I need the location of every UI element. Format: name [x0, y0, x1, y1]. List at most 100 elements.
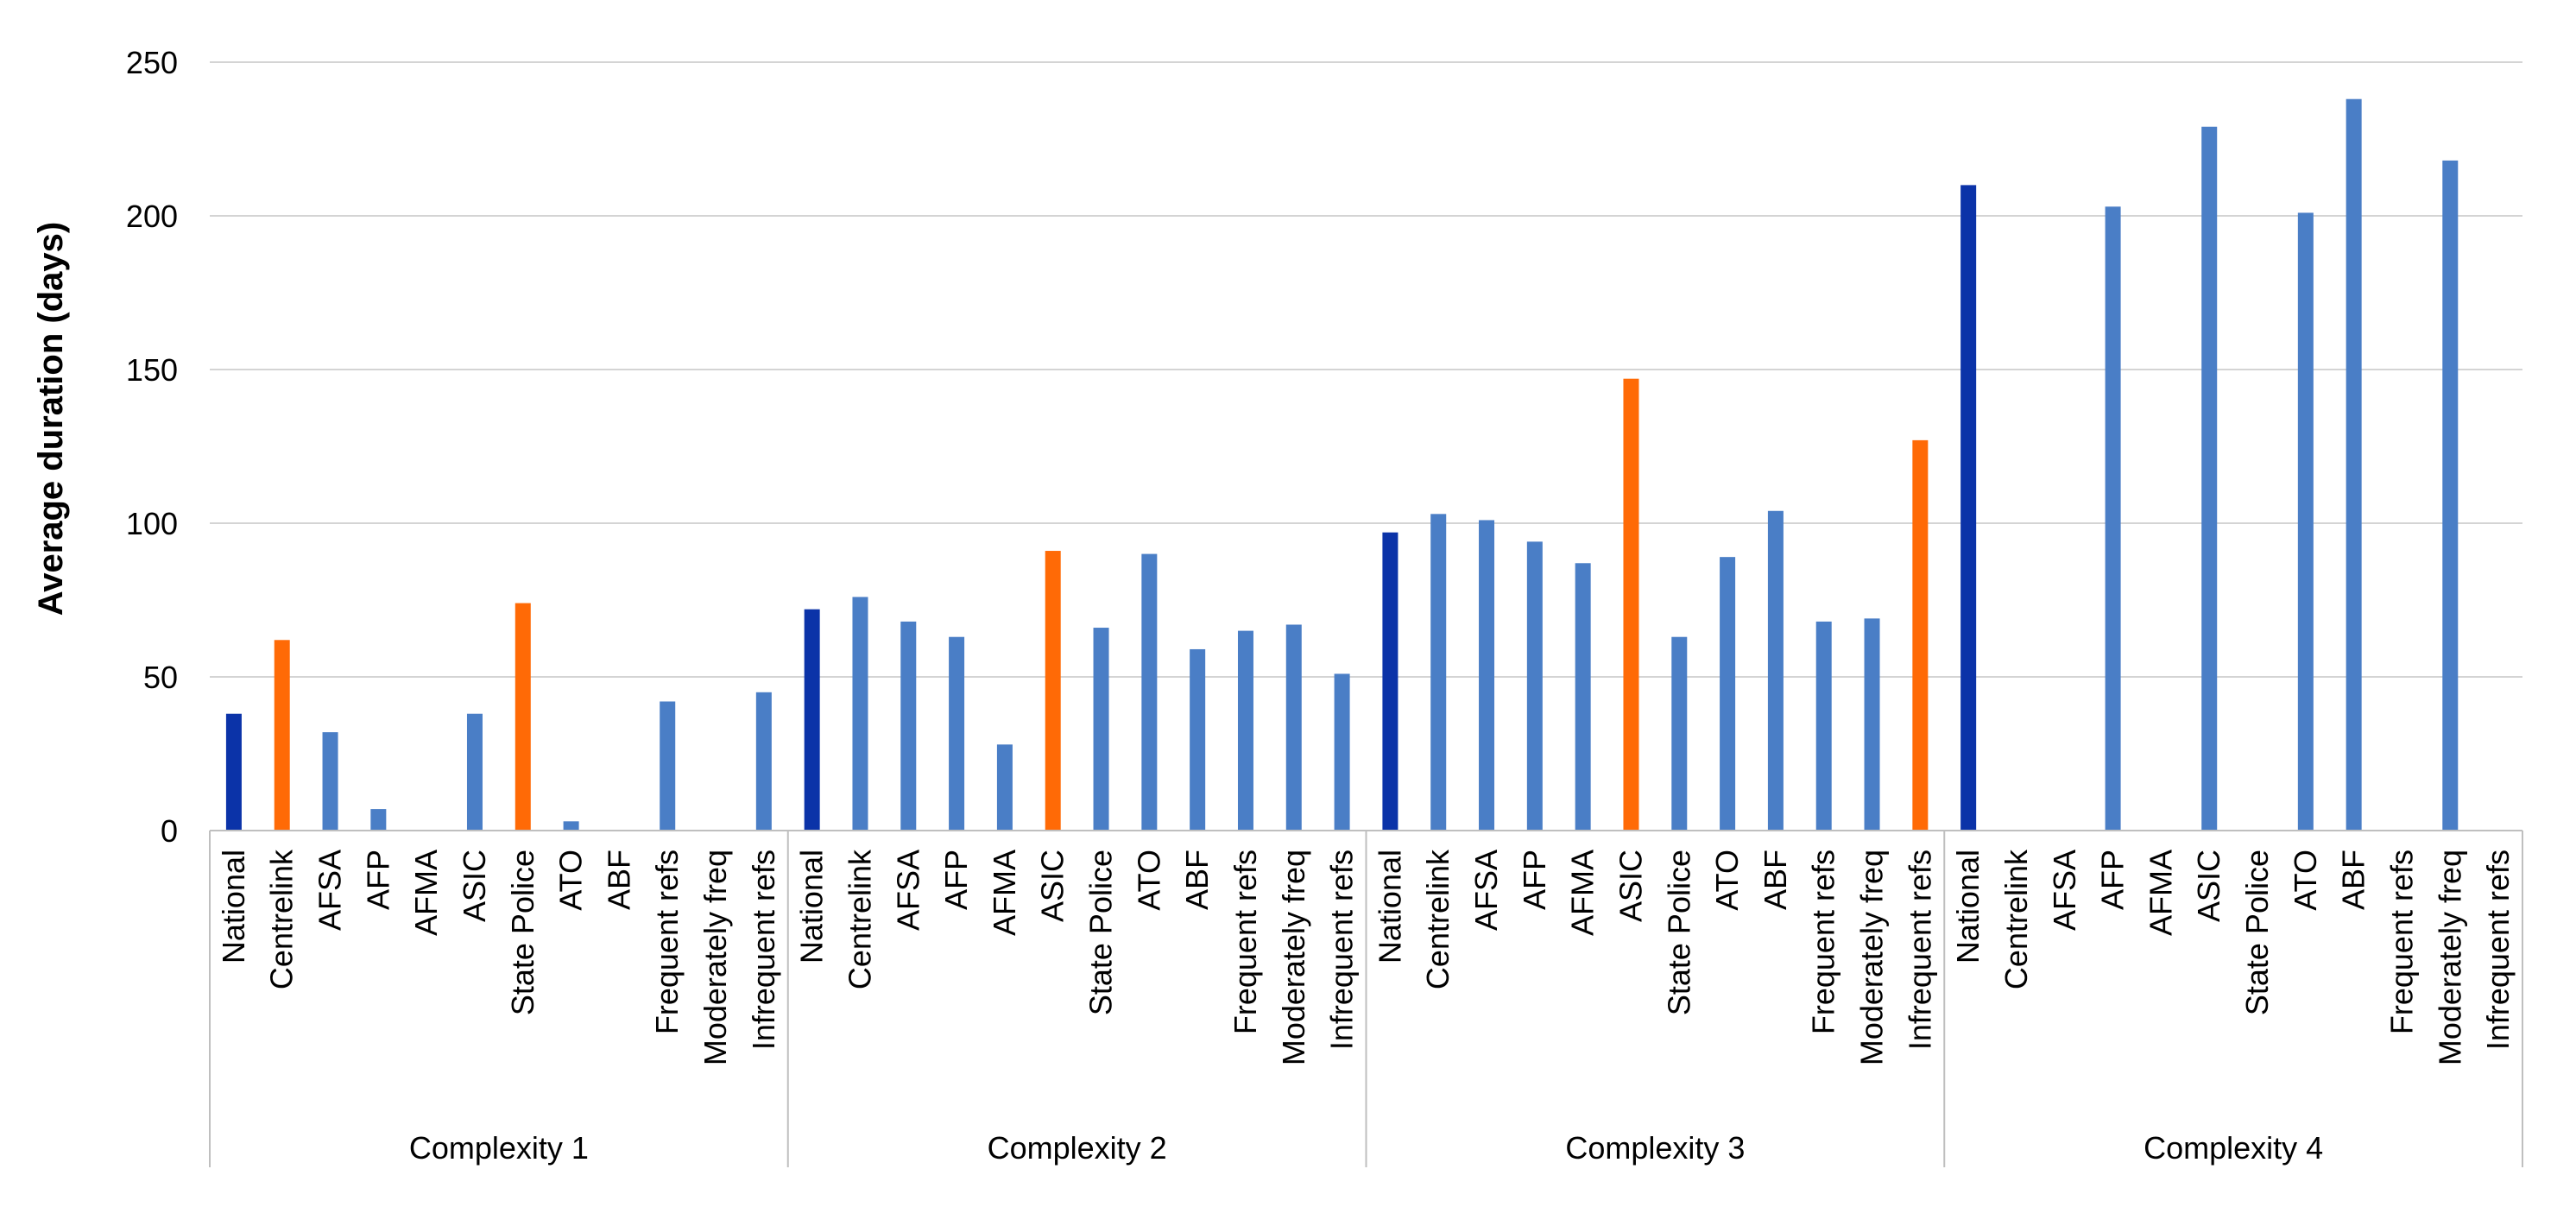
category-label: ABF	[1179, 850, 1215, 910]
category-label: State Police	[1661, 850, 1696, 1015]
category-label: Frequent refs	[2383, 850, 2419, 1034]
category-label: ASIC	[457, 850, 492, 922]
y-tick-label: 250	[126, 45, 178, 80]
category-label: Centrelink	[842, 849, 877, 989]
bar	[1285, 624, 1302, 831]
category-label: State Police	[2239, 850, 2275, 1015]
category-label: ATO	[1709, 850, 1745, 911]
bar	[2105, 206, 2121, 831]
group-label: Complexity 4	[2144, 1130, 2323, 1166]
bar	[1237, 630, 1253, 831]
y-tick-label: 150	[126, 352, 178, 388]
bar	[1815, 621, 1832, 831]
category-label: AFP	[360, 850, 395, 910]
category-label: Frequent refs	[649, 850, 685, 1034]
category-label: State Police	[1083, 850, 1119, 1015]
category-label: Moderately freq	[1276, 850, 1311, 1065]
bar	[322, 732, 338, 831]
category-label: ABF	[1758, 850, 1793, 910]
category-label: ABF	[601, 850, 636, 910]
bar	[370, 809, 387, 831]
category-label: AFMA	[408, 850, 444, 936]
category-label: Moderately freq	[2432, 850, 2467, 1065]
bar	[1382, 532, 1398, 831]
category-label: ATO	[2288, 850, 2323, 911]
bar	[1479, 520, 1495, 831]
category-label: AFP	[2095, 850, 2131, 910]
category-label: Infrequent refs	[746, 850, 781, 1050]
y-tick-label: 0	[161, 813, 178, 849]
bar	[2346, 98, 2362, 831]
group-labels: Complexity 1 Complexity 2 Complexity 3 Comp…	[409, 1130, 2323, 1166]
bar	[1623, 378, 1639, 831]
category-label: AFSA	[890, 850, 925, 931]
category-label: State Police	[505, 850, 540, 1015]
category-label: ATO	[553, 850, 589, 911]
bar	[225, 713, 242, 831]
category-label: National	[1372, 850, 1407, 964]
category-label: Moderately freq	[1854, 850, 1890, 1065]
bar	[2297, 212, 2314, 831]
bar	[515, 603, 531, 831]
bar	[1912, 439, 1929, 831]
bar	[1720, 557, 1736, 831]
bar	[660, 701, 676, 831]
category-label: ASIC	[1035, 850, 1070, 922]
category-label: AFMA	[1565, 850, 1601, 936]
category-label: AFMA	[2143, 850, 2178, 936]
category-label: National	[794, 850, 830, 964]
category-label: Frequent refs	[1228, 850, 1263, 1034]
category-label: Frequent refs	[1806, 850, 1841, 1034]
category-label: Infrequent refs	[1902, 850, 1937, 1050]
bar	[2442, 160, 2459, 831]
bar	[804, 609, 820, 831]
category-label: ABF	[2336, 850, 2371, 910]
bar	[996, 744, 1013, 831]
bar	[1671, 636, 1688, 831]
bar	[274, 640, 290, 831]
bar	[949, 636, 965, 831]
category-label: AFSA	[2047, 850, 2082, 931]
bar	[1334, 673, 1350, 831]
bar	[1960, 185, 1977, 831]
gridlines	[210, 61, 2522, 678]
y-axis-title: Average duration (days)	[32, 222, 70, 616]
category-label: ASIC	[2191, 850, 2226, 922]
bars	[225, 98, 2459, 831]
bar	[1190, 648, 1206, 831]
bar	[563, 821, 579, 831]
group-label: Complexity 2	[988, 1130, 1167, 1166]
y-tick-label: 100	[126, 506, 178, 541]
category-label: ASIC	[1613, 850, 1648, 922]
bar	[755, 692, 772, 831]
group-label: Complexity 1	[409, 1130, 589, 1166]
category-label: AFP	[1517, 850, 1552, 910]
y-axis-ticks: 0 50 100 150 200 250	[126, 45, 178, 849]
bar	[1093, 628, 1109, 831]
y-tick-label: 50	[143, 660, 178, 695]
group-label: Complexity 3	[1565, 1130, 1745, 1166]
bar	[1526, 541, 1543, 831]
bar	[1767, 510, 1784, 831]
category-label: AFSA	[1468, 850, 1504, 931]
bar	[466, 713, 483, 831]
bar	[852, 597, 868, 831]
category-label: AFSA	[313, 850, 348, 931]
category-label: National	[1950, 850, 1986, 964]
category-label: Centrelink	[264, 849, 300, 989]
bar	[1045, 551, 1061, 831]
category-label: ATO	[1131, 850, 1166, 911]
bar	[1430, 514, 1447, 831]
category-label: Infrequent refs	[2480, 850, 2516, 1050]
bar	[2201, 126, 2218, 831]
category-label: AFMA	[987, 850, 1022, 936]
bar	[900, 621, 917, 831]
category-label: Moderately freq	[698, 850, 733, 1065]
bar	[1575, 563, 1591, 831]
bar	[1864, 618, 1880, 831]
category-labels: National Centrelink AFSA AFP AFMA ASIC State P…	[216, 849, 2516, 1065]
category-label: Centrelink	[1420, 849, 1455, 989]
category-label: National	[216, 850, 251, 964]
bar	[1141, 553, 1158, 831]
